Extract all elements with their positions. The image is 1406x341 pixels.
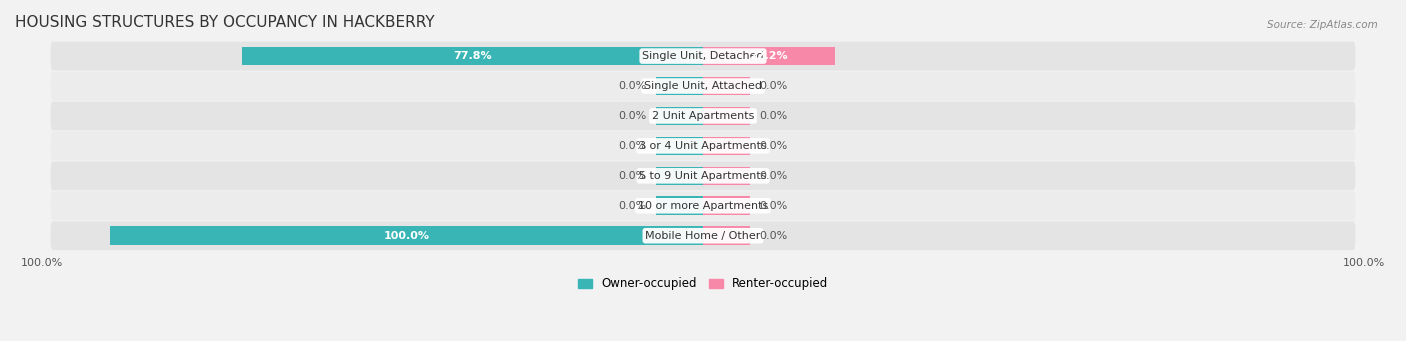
Text: Mobile Home / Other: Mobile Home / Other [645, 231, 761, 241]
Text: 5 to 9 Unit Apartments: 5 to 9 Unit Apartments [640, 171, 766, 181]
FancyBboxPatch shape [51, 191, 1355, 220]
Text: 0.0%: 0.0% [619, 171, 647, 181]
Text: 100.0%: 100.0% [1343, 258, 1385, 268]
Text: 0.0%: 0.0% [619, 81, 647, 91]
FancyBboxPatch shape [51, 132, 1355, 160]
FancyBboxPatch shape [51, 221, 1355, 250]
Text: 22.2%: 22.2% [749, 51, 789, 61]
Bar [703, 226, 751, 245]
Text: HOUSING STRUCTURES BY OCCUPANCY IN HACKBERRY: HOUSING STRUCTURES BY OCCUPANCY IN HACKB… [15, 15, 434, 30]
FancyBboxPatch shape [51, 161, 1355, 190]
Bar [242, 47, 703, 65]
Text: 2 Unit Apartments: 2 Unit Apartments [652, 111, 754, 121]
Text: 100.0%: 100.0% [21, 258, 63, 268]
Text: 77.8%: 77.8% [453, 51, 492, 61]
FancyBboxPatch shape [51, 102, 1355, 130]
Text: Source: ZipAtlas.com: Source: ZipAtlas.com [1267, 20, 1378, 30]
Bar [655, 77, 703, 95]
Bar [655, 107, 703, 125]
Text: 0.0%: 0.0% [759, 171, 787, 181]
Text: 0.0%: 0.0% [759, 141, 787, 151]
Text: 0.0%: 0.0% [759, 111, 787, 121]
Text: 0.0%: 0.0% [759, 81, 787, 91]
Bar [655, 166, 703, 185]
Bar [703, 77, 751, 95]
Bar [703, 107, 751, 125]
Text: 10 or more Apartments: 10 or more Apartments [638, 201, 768, 211]
Bar [703, 166, 751, 185]
Bar [703, 47, 835, 65]
Text: Single Unit, Detached: Single Unit, Detached [643, 51, 763, 61]
Text: 0.0%: 0.0% [619, 141, 647, 151]
Text: 0.0%: 0.0% [759, 231, 787, 241]
Bar [703, 196, 751, 215]
Bar [655, 137, 703, 155]
Text: Single Unit, Attached: Single Unit, Attached [644, 81, 762, 91]
FancyBboxPatch shape [51, 42, 1355, 71]
Text: 3 or 4 Unit Apartments: 3 or 4 Unit Apartments [640, 141, 766, 151]
Text: 0.0%: 0.0% [619, 201, 647, 211]
Text: 100.0%: 100.0% [384, 231, 429, 241]
Legend: Owner-occupied, Renter-occupied: Owner-occupied, Renter-occupied [572, 273, 834, 295]
Text: 0.0%: 0.0% [759, 201, 787, 211]
Bar [703, 137, 751, 155]
FancyBboxPatch shape [51, 72, 1355, 100]
Bar [110, 226, 703, 245]
Bar [655, 196, 703, 215]
Text: 0.0%: 0.0% [619, 111, 647, 121]
